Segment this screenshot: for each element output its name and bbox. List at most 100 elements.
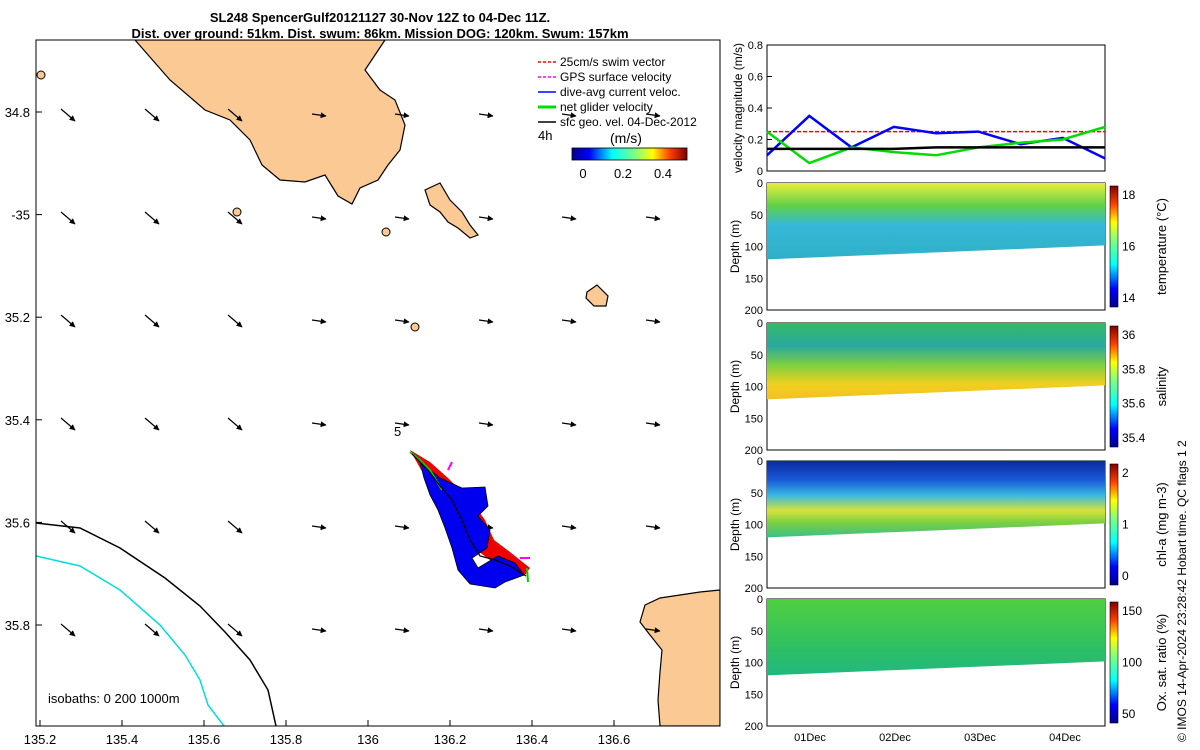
temperature-colorbar: [1109, 185, 1119, 308]
geo-velocity-arrow: [227, 520, 243, 534]
geo-velocity-arrow: [60, 314, 76, 328]
geo-velocity-arrow: [645, 112, 661, 119]
date-tick-label: 04Dec: [1049, 732, 1081, 744]
geo-velocity-arrow: [645, 318, 661, 325]
temperature-depth-label: Depth (m): [728, 220, 742, 273]
geo-velocity-arrow: [478, 112, 494, 119]
chla-depth-tick: 150: [745, 551, 763, 563]
oxygen-depth-label: Depth (m): [728, 636, 742, 689]
map-y-tick-label: -35: [11, 208, 30, 223]
velocity-y-tick-label: 0.8: [748, 40, 763, 52]
geo-velocity-arrow: [311, 318, 327, 325]
geo-velocity-arrow: [394, 421, 410, 428]
geo-velocity-arrow: [60, 417, 76, 431]
geo-velocity-arrow: [144, 623, 160, 637]
velocity-ylabel: velocity magnitude (m/s): [731, 43, 745, 173]
salinity-depth-tick: 150: [745, 413, 763, 425]
salinity-colorbar-tick: 35.8: [1122, 362, 1146, 376]
geo-velocity-arrow: [394, 627, 410, 634]
map-x-tick-label: 135.6: [188, 732, 221, 747]
geo-velocity-arrow: [394, 112, 410, 119]
geo-velocity-arrow: [144, 314, 160, 328]
chla-colorbar-tick: 0: [1122, 569, 1129, 583]
chla-depth-tick: 0: [757, 456, 763, 468]
legend-label: sfc geo. vel. 04-Dec-2012: [560, 115, 697, 129]
colorbar-tick-label: 0: [579, 166, 586, 181]
section-chla: 2 1 0 chl-a (mg m-3) 0 50 100 150 200 Depth (m): [728, 456, 1169, 595]
velocity-series: [766, 114, 1106, 165]
chla-label: chl-a (mg m-3): [1154, 482, 1169, 567]
velocity-y-tick-label: 0.6: [748, 72, 763, 84]
oxygen-colorbar-tick: 50: [1122, 707, 1136, 721]
geo-velocity-arrows: [60, 108, 661, 637]
temperature-depth-tick: 50: [751, 210, 763, 222]
figure-title-line-2: Dist. over ground: 51km. Dist. swum: 86k…: [131, 26, 629, 41]
date-tick-label: 03Dec: [964, 732, 996, 744]
geo-velocity-arrow: [227, 108, 243, 122]
geo-velocity-arrow: [478, 215, 494, 222]
velocity-y-axis: 0 0.2 0.4 0.6 0.8: [748, 40, 772, 178]
oxygen-depth-tick: 200: [745, 721, 763, 733]
colorbar-tick-label: 0.4: [654, 166, 672, 181]
map-x-tick-label: 136.4: [516, 732, 549, 747]
salinity-field: [767, 323, 1105, 400]
geo-velocity-arrow: [227, 314, 243, 328]
oxygen-label: Ox. sat. ratio (%): [1154, 614, 1169, 712]
map-panel: 5 135.2 135.4 135.6 135.8 136 136.2 136.4 136.6…: [5, 39, 721, 747]
oxygen-colorbar-tick: 150: [1122, 604, 1142, 618]
map-x-axis: 135.2 135.4 135.6 135.8 136 136.2 136.4 136.6: [24, 720, 631, 747]
salinity-depth-tick: 50: [751, 350, 763, 362]
velocity-plot-frame: [766, 44, 1106, 172]
temperature-depth-tick: 0: [757, 178, 763, 190]
map-y-tick-label: 35.8: [5, 618, 30, 633]
geo-velocity-arrow: [311, 112, 327, 119]
section-oxygen: 150 100 50 Ox. sat. ratio (%) 0 50 100 150 200 De…: [728, 594, 1169, 733]
speed-colorbar-ticks: 0 0.2 0.4: [579, 166, 672, 181]
speed-colorbar: [571, 147, 688, 161]
chla-depth-tick: 100: [745, 520, 763, 532]
map-y-tick-label: 34.8: [5, 105, 30, 120]
geo-velocity-arrow: [227, 211, 243, 225]
map-y-tick-label: 35.4: [5, 413, 30, 428]
chla-depth-tick: 50: [751, 488, 763, 500]
geo-velocity-arrow: [478, 318, 494, 325]
oxygen-colorbar: [1109, 601, 1119, 724]
time-tag: 4h: [538, 128, 552, 143]
geo-velocity-arrow: [60, 108, 76, 122]
section-temperature: 18 16 14 temperature (°C) 0 50 100 150 200 Depth …: [728, 178, 1169, 317]
temperature-field: [767, 183, 1105, 260]
credit-text: © IMOS 14-Apr-2024 23:28:42 Hobart time.…: [1175, 440, 1189, 742]
geo-velocity-arrow: [645, 524, 661, 531]
map-y-tick-label: 35.6: [5, 515, 30, 530]
temperature-colorbar-tick: 16: [1122, 240, 1136, 254]
temperature-colorbar-tick: 18: [1122, 188, 1136, 202]
isobath-200m: [36, 522, 277, 726]
geo-velocity-arrow: [394, 318, 410, 325]
geo-velocity-arrow: [645, 421, 661, 428]
oxygen-colorbar-tick: 100: [1122, 656, 1142, 670]
geo-velocity-arrow: [561, 627, 577, 634]
salinity-colorbar-tick: 35.6: [1122, 397, 1146, 411]
geo-velocity-arrow: [478, 627, 494, 634]
map-x-tick-label: 136.6: [598, 732, 631, 747]
map-y-axis: 34.8 -35 35.2 35.4 35.6 35.8: [5, 105, 42, 633]
velocity-y-tick-label: 0.2: [748, 135, 763, 147]
net-velocity-end: [526, 567, 529, 583]
track-line: [411, 453, 527, 577]
map-x-tick-label: 135.8: [270, 732, 303, 747]
velocity-y-tick-label: 0: [757, 166, 763, 178]
date-tick-label: 02Dec: [879, 732, 911, 744]
salinity-colorbar-tick: 36: [1122, 328, 1136, 342]
chla-colorbar: [1109, 463, 1119, 586]
geo-velocity-arrow: [60, 623, 76, 637]
geo-velocity-arrow: [227, 623, 243, 637]
oxygen-depth-tick: 100: [745, 658, 763, 670]
chla-colorbar-tick: 2: [1122, 466, 1129, 480]
salinity-depth-tick: 200: [745, 445, 763, 457]
velocity-series-line: [766, 125, 1106, 165]
temperature-depth-tick: 200: [745, 305, 763, 317]
geo-velocity-arrow: [311, 421, 327, 428]
geo-velocity-arrow: [144, 108, 160, 122]
